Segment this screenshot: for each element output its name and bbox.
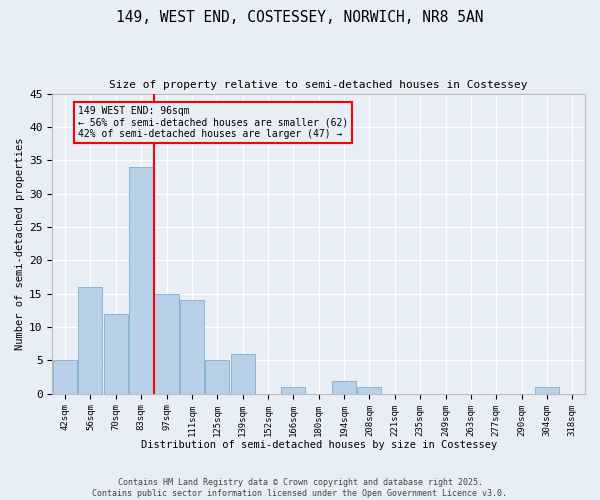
Y-axis label: Number of semi-detached properties: Number of semi-detached properties bbox=[15, 138, 25, 350]
Bar bbox=[205, 360, 229, 394]
Bar bbox=[535, 387, 559, 394]
Bar bbox=[154, 294, 179, 394]
Bar bbox=[104, 314, 128, 394]
Bar bbox=[53, 360, 77, 394]
Bar bbox=[358, 387, 382, 394]
Title: Size of property relative to semi-detached houses in Costessey: Size of property relative to semi-detach… bbox=[109, 80, 528, 90]
Text: 149, WEST END, COSTESSEY, NORWICH, NR8 5AN: 149, WEST END, COSTESSEY, NORWICH, NR8 5… bbox=[116, 10, 484, 25]
Text: 149 WEST END: 96sqm
← 56% of semi-detached houses are smaller (62)
42% of semi-d: 149 WEST END: 96sqm ← 56% of semi-detach… bbox=[78, 106, 348, 139]
Text: Contains HM Land Registry data © Crown copyright and database right 2025.
Contai: Contains HM Land Registry data © Crown c… bbox=[92, 478, 508, 498]
Bar bbox=[129, 167, 153, 394]
X-axis label: Distribution of semi-detached houses by size in Costessey: Distribution of semi-detached houses by … bbox=[140, 440, 497, 450]
Bar bbox=[332, 380, 356, 394]
Bar bbox=[281, 387, 305, 394]
Bar bbox=[230, 354, 254, 394]
Bar bbox=[180, 300, 204, 394]
Bar bbox=[79, 287, 103, 394]
